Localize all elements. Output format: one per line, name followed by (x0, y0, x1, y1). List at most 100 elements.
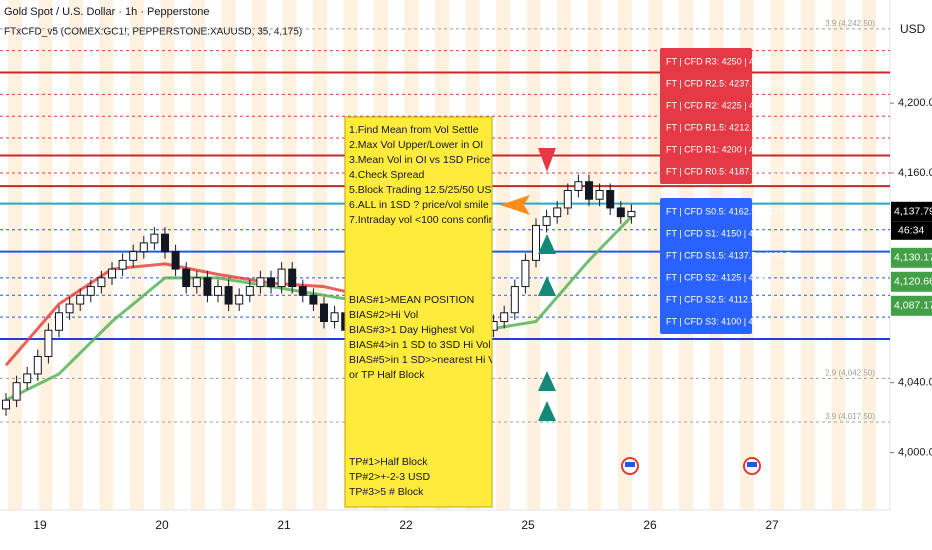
y-tick-label: 4,160.00 (898, 167, 932, 179)
note-line: 1.Find Mean from Vol Settle (349, 124, 479, 136)
x-tick-label: 21 (277, 518, 291, 532)
candle-body (182, 268, 191, 288)
candle-body (521, 259, 530, 288)
session-band (831, 0, 846, 510)
note-line: BIAS#5>in 1 SD>>nearest Hi Vol Intraday (349, 354, 544, 366)
buy-marker (538, 401, 556, 421)
currency: USD (900, 22, 926, 36)
note-line: or TP Half Block (349, 369, 425, 381)
candle-body (192, 277, 201, 288)
price-tag (891, 201, 932, 222)
moving-average (5, 215, 633, 402)
session-band (252, 0, 266, 510)
candle-body (97, 277, 106, 288)
session-band (191, 0, 205, 510)
price-tag (891, 295, 932, 316)
session-band (221, 0, 236, 510)
price-tag-label: 4,137.79 (894, 206, 932, 218)
session-band (8, 0, 22, 510)
resistance-label: FT | CFD R2.5: 4237.5 | 4202.5 (666, 78, 792, 88)
price-tag-label: 4,130.17 (894, 252, 932, 264)
x-tick-label: 19 (33, 518, 47, 532)
buy-marker (538, 234, 556, 254)
chart-title: Gold Spot / U.S. Dollar · 1h · Peppersto… (4, 6, 209, 18)
session-band (648, 0, 663, 510)
candle-body (320, 303, 328, 323)
resistance-label: FT | CFD R1: 4200 | 4165 (666, 144, 769, 154)
support-label: FT | CFD S3: 4100 | 4065 (666, 316, 769, 326)
support-label: FT | CFD S0.5: 4162.5 | 4127.5 (666, 206, 791, 216)
countdown-tag (891, 221, 932, 240)
candle-body (616, 207, 625, 218)
x-tick-label: 22 (399, 518, 413, 532)
session-band (69, 0, 83, 510)
candle-body (500, 312, 509, 323)
candle-body (139, 242, 148, 253)
session-band (313, 0, 327, 510)
candle-body (235, 294, 244, 305)
candle-body (298, 286, 307, 296)
candle-body (595, 189, 604, 200)
candle-body (542, 216, 551, 226)
level-label: 3.9 (4,017.50) (825, 412, 875, 421)
note-line: TP#3>5 # Block (349, 486, 424, 498)
session-band (770, 0, 785, 510)
candle-body (606, 189, 615, 209)
session-band (99, 0, 114, 510)
candle-body (553, 207, 562, 218)
support-label: FT | CFD S2: 4125 | 4090 (666, 272, 769, 282)
level-label: 3.9 (4,242.50) (825, 19, 875, 28)
candle-body (12, 382, 21, 401)
support-label: FT | CFD S1: 4150 | 4115 (666, 228, 768, 238)
candle-body (76, 294, 85, 305)
note-line: BIAS#1>MEAN POSITION (349, 294, 474, 306)
x-tick-label: 26 (643, 518, 657, 532)
candle-body (2, 399, 10, 410)
candle-body (309, 294, 318, 305)
note-line: 2.Max Vol Upper/Lower in OI (349, 139, 483, 151)
event-flag (625, 462, 635, 467)
indicator-title: FTxCFD_v5 (COMEX:GC1!, PEPPERSTONE:XAUUS… (4, 27, 302, 38)
notes: 1.Find Mean from Vol Settle 2.Max Vol Upp… (349, 124, 544, 498)
sell-marker (538, 148, 556, 172)
candle-body (55, 312, 63, 331)
candle-body (224, 286, 233, 305)
resistance-label: FT | CFD R1.5: 4212.5 | 4177.5 (666, 122, 792, 132)
resistance-label: FT | CFD R3: 4250 | 4215 (666, 56, 769, 66)
candle-body (267, 277, 275, 288)
resistance-label: FT | CFD R0.5: 4187.5 | 4152.5 (666, 166, 792, 176)
support-box (660, 198, 752, 334)
price-tag (891, 247, 932, 268)
note-line: BIAS#3>1 Day Highest Vol (349, 324, 474, 336)
y-tick-label: 4,040.00 (898, 377, 932, 389)
note-line: 7.Intraday vol <100 cons confirm update (349, 214, 536, 226)
resistance-label: FT | CFD R2: 4225 | 4190 (666, 100, 769, 110)
y-tick-label: 4,000.00 (898, 446, 932, 458)
arrow-marker (500, 195, 530, 215)
resistance-box (660, 48, 752, 184)
support-label: FT | CFD S2.5: 4112.5 | 4077.5 (666, 294, 790, 304)
candle-body (563, 189, 572, 209)
candle-body (203, 277, 212, 296)
x-tick-label: 20 (155, 518, 169, 532)
countdown: 46:34 (898, 225, 924, 237)
candle-body (574, 181, 583, 191)
candle-body (44, 329, 53, 357)
candle-body (171, 251, 180, 270)
price-tag (891, 271, 932, 292)
session-band (557, 0, 571, 510)
note-line: 3.Mean Vol in OI vs 1SD Price (349, 154, 490, 166)
session-band (160, 0, 175, 510)
candle-body (532, 224, 540, 261)
session-band (496, 0, 510, 510)
candle-body (277, 268, 286, 288)
note-line: 6.ALL in 1SD ? price/vol smile (349, 199, 489, 211)
buy-marker (538, 371, 556, 391)
candle-body (33, 355, 42, 375)
session-band (282, 0, 297, 510)
price-tag-label: 4,120.66 (894, 276, 932, 288)
notes-box (344, 116, 493, 508)
session-band (618, 0, 632, 510)
note-line: 5.Block Trading 12.5/25/50 USD (349, 184, 499, 196)
note-line: TP#2>+-2-3 USD (349, 471, 431, 483)
